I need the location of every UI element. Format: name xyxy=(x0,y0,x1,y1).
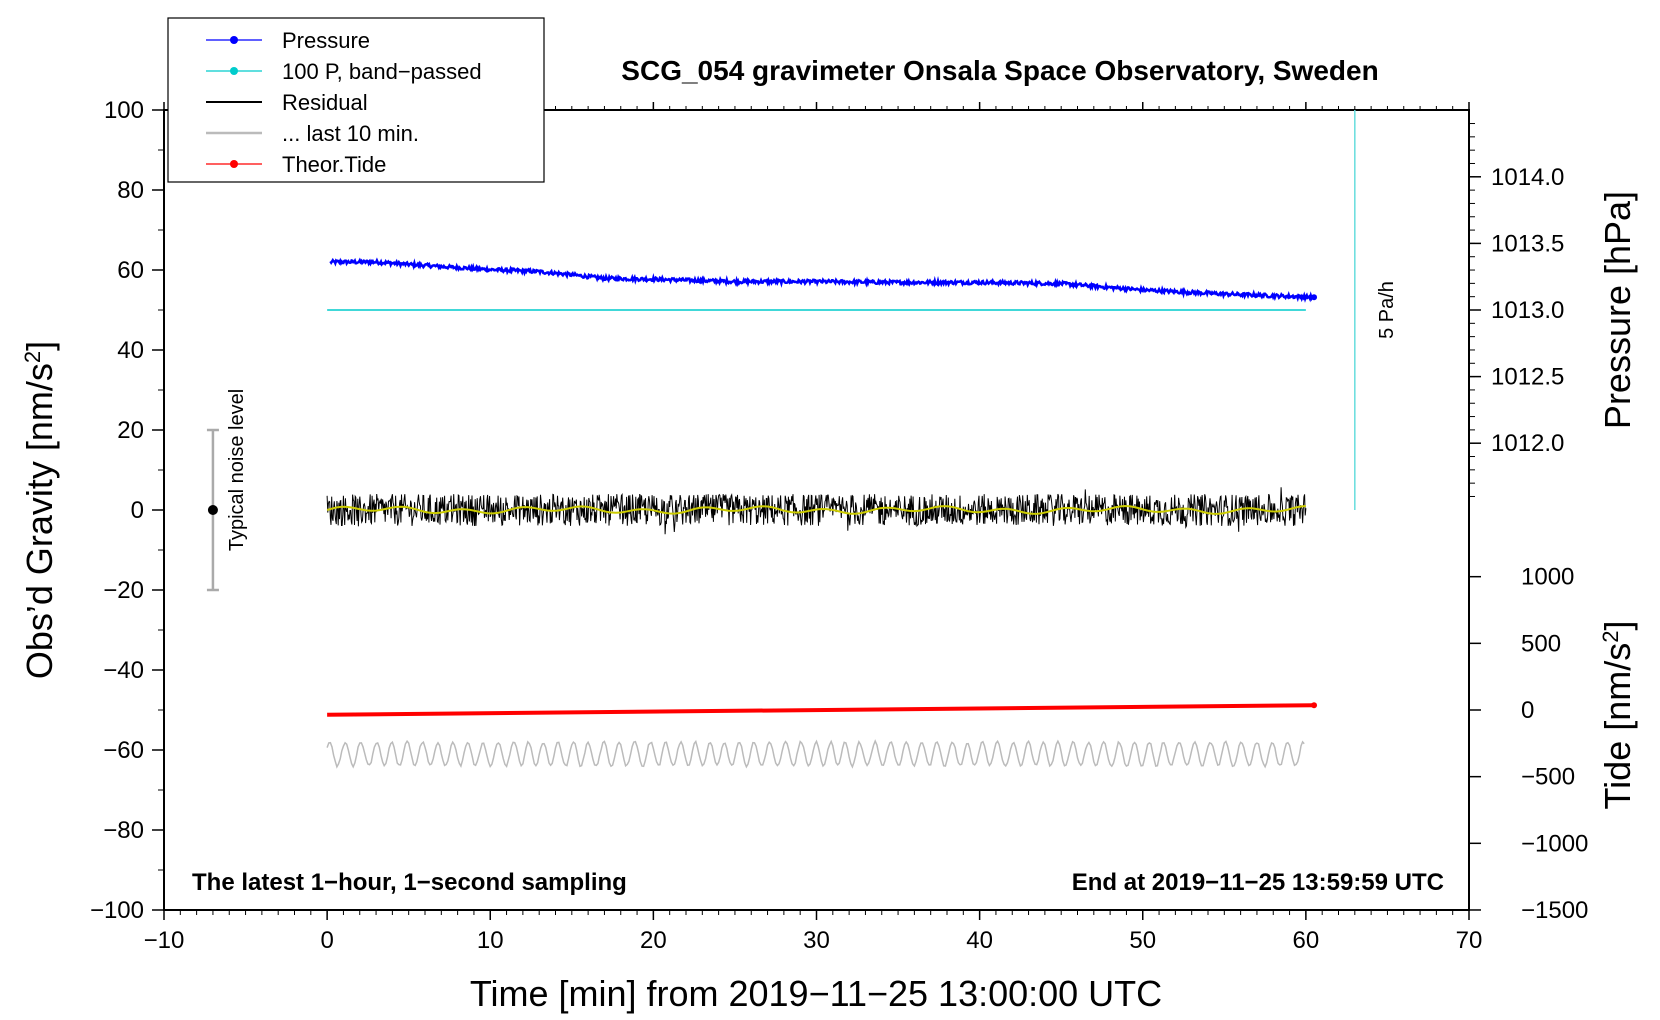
series-pressure-line xyxy=(329,257,1315,303)
series-pressure-endpoint xyxy=(1311,294,1318,301)
pressure-tick-label: 1014.0 xyxy=(1491,164,1564,191)
y-tick-label: 40 xyxy=(117,337,144,364)
pressure-tick-label: 1013.0 xyxy=(1491,297,1564,324)
y-tick-label: −100 xyxy=(90,897,144,924)
y-tick-label: 0 xyxy=(131,497,144,524)
legend-swatch-dot xyxy=(230,67,238,75)
x-tick-label: 20 xyxy=(640,927,667,954)
legend-label: ... last 10 min. xyxy=(282,121,419,146)
series-residual-line xyxy=(326,487,1307,535)
series-residual-smoothed xyxy=(326,504,1307,515)
legend-box xyxy=(167,17,545,183)
legend-swatch-dot xyxy=(230,160,238,168)
y-axis-tide-title-main: Tide [nm/s xyxy=(1597,643,1638,810)
x-tick-label: 40 xyxy=(966,927,993,954)
x-tick-label: −10 xyxy=(144,927,185,954)
y-tick-label: 80 xyxy=(117,177,144,204)
x-tick-label: 70 xyxy=(1456,927,1483,954)
x-tick-label: 10 xyxy=(477,927,504,954)
legend-label: Residual xyxy=(282,90,368,115)
y-tick-label: −20 xyxy=(103,577,144,604)
x-axis: −10 0 10 20 30 40 50 60 70 xyxy=(144,102,1483,954)
legend-label: Pressure xyxy=(282,28,370,53)
pressure-tick-label: 1012.0 xyxy=(1491,430,1564,457)
y-tick-label: 60 xyxy=(117,257,144,284)
y-tick-label: −80 xyxy=(103,817,144,844)
noise-bar-center xyxy=(207,505,218,515)
series-tide-endpoint xyxy=(1311,702,1318,709)
typical-noise-label: Typical noise level xyxy=(226,389,248,551)
legend: Pressure 100 P, band−passed Residual ... la… xyxy=(167,17,545,183)
tide-tick-label: −1000 xyxy=(1521,830,1588,857)
y-axis-tide-title: Tide [nm/s2] xyxy=(1597,621,1638,810)
legend-swatch-dot xyxy=(230,36,238,44)
y-axis-left-title-tail: ] xyxy=(19,341,60,351)
y-axis-left: −100 −80 −60 −40 −20 0 20 40 60 80 100 xyxy=(90,97,164,924)
y-axis-left-title-main: Obs’d Gravity [nm/s xyxy=(19,363,60,679)
pressure-tick-label: 1013.5 xyxy=(1491,230,1564,257)
legend-label: 100 P, band−passed xyxy=(282,59,482,84)
y-axis-tide-title-sup: 2 xyxy=(1598,631,1623,643)
y-axis-left-title: Obs’d Gravity [nm/s2] xyxy=(19,341,60,679)
y-axis-tide: −1500 −1000 −500 0 500 1000 xyxy=(1469,564,1588,924)
x-axis-title: Time [min] from 2019−11−25 13:00:00 UTC xyxy=(470,973,1162,1014)
annotation-sampling: The latest 1−hour, 1−second sampling xyxy=(192,869,627,896)
series-last10min-line xyxy=(326,739,1305,769)
y-axis-pressure-title: Pressure [hPa] xyxy=(1597,191,1638,429)
series-tide-line xyxy=(327,703,1315,717)
y-tick-label: −40 xyxy=(103,657,144,684)
tide-tick-label: 1000 xyxy=(1521,564,1574,591)
tide-tick-label: 500 xyxy=(1521,630,1561,657)
series-layer xyxy=(326,257,1318,769)
y-axis-left-title-sup: 2 xyxy=(20,351,45,363)
pressure-rate-label: 5 Pa/h xyxy=(1376,281,1398,339)
x-tick-label: 50 xyxy=(1129,927,1156,954)
tide-tick-label: −1500 xyxy=(1521,897,1588,924)
tide-tick-label: −500 xyxy=(1521,764,1575,791)
legend-label: Theor.Tide xyxy=(282,152,386,177)
y-axis-pressure: 1012.0 1012.5 1013.0 1013.5 1014.0 xyxy=(1469,123,1564,497)
x-tick-label: 60 xyxy=(1293,927,1320,954)
x-tick-label: 0 xyxy=(320,927,333,954)
annotation-end-time: End at 2019−11−25 13:59:59 UTC xyxy=(1072,869,1444,896)
tide-tick-label: 0 xyxy=(1521,697,1534,724)
y-axis-tide-title-tail: ] xyxy=(1597,621,1638,631)
y-tick-label: 20 xyxy=(117,417,144,444)
y-tick-label: −60 xyxy=(103,737,144,764)
y-tick-label: 100 xyxy=(104,97,144,124)
typical-noise-bar xyxy=(206,428,219,592)
chart-title: SCG_054 gravimeter Onsala Space Observat… xyxy=(621,55,1378,86)
x-tick-label: 30 xyxy=(803,927,830,954)
pressure-tick-label: 1012.5 xyxy=(1491,364,1564,391)
